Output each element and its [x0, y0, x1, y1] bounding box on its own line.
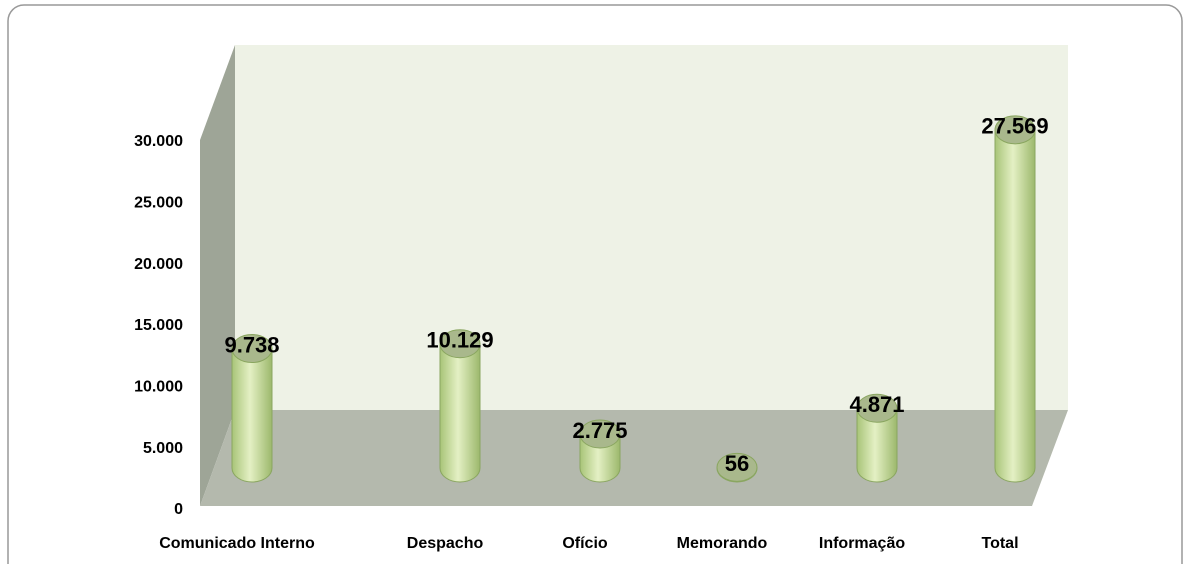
bar: [716, 452, 758, 483]
y-tick-label: 30.000: [134, 133, 183, 150]
cylinder-top: [231, 334, 273, 364]
y-tick-label: 10.000: [134, 379, 183, 396]
cylinder-top: [579, 419, 621, 449]
y-tick-label: 15.000: [134, 317, 183, 334]
data-label: 4.871: [849, 392, 904, 417]
floor: [200, 410, 1068, 506]
back-wall: [235, 45, 1068, 410]
x-tick-label: Informação: [819, 535, 905, 552]
side-wall: [200, 45, 235, 506]
data-label: 27.569: [981, 114, 1048, 139]
x-tick-label: Despacho: [407, 535, 484, 552]
cylinder-body: [856, 407, 898, 483]
x-tick-label: Ofício: [562, 535, 608, 552]
y-tick-label: 5.000: [143, 440, 183, 457]
y-tick-label: 0: [174, 501, 183, 518]
cylinder-top: [856, 393, 898, 423]
data-label: 2.775: [572, 418, 627, 443]
data-label: 9.738: [224, 332, 279, 357]
cylinder-body: [994, 129, 1036, 483]
x-tick-label: Memorando: [677, 535, 768, 552]
cylinder-top: [716, 452, 758, 482]
data-label: 56: [725, 451, 749, 476]
x-tick-label: Comunicado Interno: [159, 535, 315, 552]
y-tick-label: 25.000: [134, 195, 183, 212]
y-tick-label: 20.000: [134, 256, 183, 273]
bar: [856, 393, 898, 483]
bar: [579, 419, 621, 483]
bar: [994, 115, 1036, 483]
cylinder-top: [994, 115, 1036, 145]
cylinder-body: [439, 343, 481, 483]
x-tick-label: Total: [981, 535, 1018, 552]
bar: [231, 334, 273, 483]
cylinder-body: [231, 348, 273, 483]
cylinder-top: [439, 329, 481, 359]
bar: [439, 329, 481, 483]
data-label: 10.129: [426, 328, 493, 353]
